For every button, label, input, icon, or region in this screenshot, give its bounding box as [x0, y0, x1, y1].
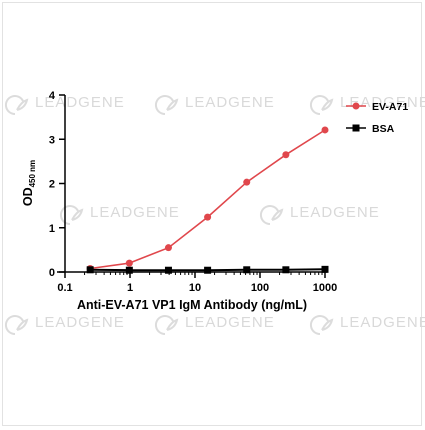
- y-tick-label: 1: [49, 223, 55, 235]
- series-bsa: [86, 265, 329, 274]
- leaf-logo-icon: [4, 95, 29, 116]
- data-point: [204, 266, 212, 274]
- watermark: LEADGENE: [4, 314, 125, 336]
- watermark-text: LEADGENE: [340, 314, 425, 331]
- data-point: [86, 266, 94, 274]
- legend-marker: [352, 124, 360, 132]
- watermark: LEADGENE: [154, 314, 275, 336]
- leaf-logo-icon: [154, 95, 179, 116]
- data-point: [321, 265, 329, 273]
- legend-item-bsa: BSA: [346, 123, 395, 135]
- watermark-text: LEADGENE: [290, 204, 380, 221]
- y-ticks: 0 1 2 3 4: [49, 90, 65, 279]
- leaf-logo-icon: [309, 95, 334, 116]
- watermarks: LEADGENE LEADGENE LEADGENE LEADGENE LEADGENE…: [4, 94, 425, 336]
- y-tick-label: 3: [49, 134, 55, 146]
- leaf-logo-icon: [4, 315, 29, 336]
- x-tick-label: 1: [127, 282, 133, 294]
- data-point: [321, 126, 329, 134]
- x-ticks: 0.1 1 10 100 1000: [57, 272, 337, 294]
- leaf-logo-icon: [154, 315, 179, 336]
- data-point: [204, 213, 212, 221]
- legend-label: BSA: [372, 123, 395, 135]
- watermark: LEADGENE: [309, 314, 425, 336]
- x-tick-label: 0.1: [57, 282, 72, 294]
- watermark-text: LEADGENE: [185, 94, 275, 111]
- legend-item-ev-a71: EV-A71: [346, 101, 408, 113]
- watermark: LEADGENE: [59, 204, 180, 226]
- y-tick-label: 2: [49, 179, 55, 191]
- data-point: [164, 266, 172, 274]
- watermark-text: LEADGENE: [35, 94, 125, 111]
- leaf-logo-icon: [309, 315, 334, 336]
- x-tick-label: 1000: [313, 282, 337, 294]
- y-tick-label: 0: [49, 267, 55, 279]
- legend: EV-A71 BSA: [346, 101, 408, 135]
- watermark-text: LEADGENE: [35, 314, 125, 331]
- watermark: LEADGENE: [4, 94, 125, 116]
- data-point: [282, 151, 290, 159]
- legend-marker: [352, 102, 360, 110]
- data-point: [164, 244, 172, 252]
- watermark: LEADGENE: [259, 204, 380, 226]
- watermark: LEADGENE: [154, 94, 275, 116]
- data-point: [125, 259, 133, 267]
- x-axis-title: Anti-EV-A71 VP1 IgM Antibody (ng/mL): [77, 298, 307, 312]
- legend-label: EV-A71: [372, 101, 408, 113]
- data-point: [243, 266, 251, 274]
- axes: [57, 95, 327, 273]
- x-tick-label: 10: [189, 282, 201, 294]
- y-axis-title: OD450 nm: [21, 160, 37, 206]
- series-line: [90, 129, 326, 270]
- data-point: [243, 178, 251, 186]
- leaf-logo-icon: [59, 205, 84, 226]
- leaf-logo-icon: [259, 205, 284, 226]
- data-point: [282, 266, 290, 274]
- series-ev-a71: [86, 126, 329, 272]
- watermark-text: LEADGENE: [185, 314, 275, 331]
- data-point: [125, 266, 133, 274]
- watermark-text: LEADGENE: [90, 204, 180, 221]
- y-tick-label: 4: [49, 90, 56, 102]
- series-layer: [86, 126, 329, 274]
- x-tick-label: 100: [251, 282, 269, 294]
